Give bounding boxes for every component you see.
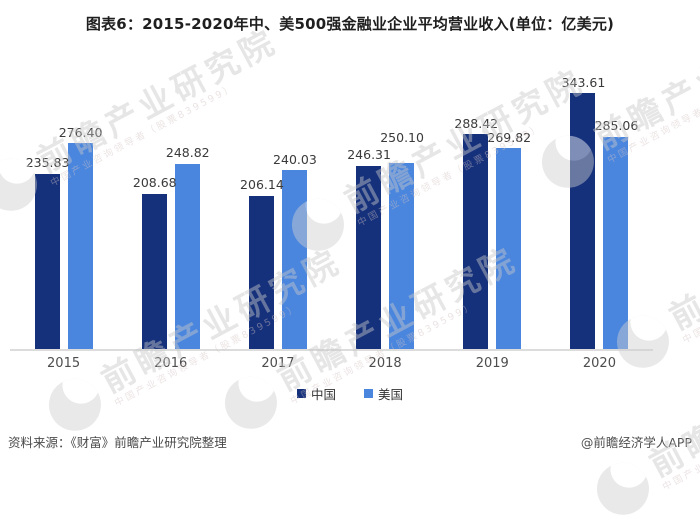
value-label-中国-2019: 288.42 — [454, 115, 499, 131]
legend-swatch-icon — [364, 389, 373, 398]
footer: 资料来源：《财富》前瞻产业研究院整理 @前瞻经济学人APP — [8, 432, 692, 451]
bar-group-2018: 246.31 250.10 — [332, 55, 439, 349]
watermark: 前瞻产业研究院 中国产业咨询领导者（股票839599） — [587, 324, 700, 524]
value-label-中国-2018: 246.31 — [347, 147, 391, 163]
x-tick-2015: 2015 — [47, 356, 81, 371]
value-label-中国-2016: 208.68 — [132, 175, 177, 191]
legend-label: 美国 — [378, 387, 404, 402]
legend-swatch-icon — [296, 389, 306, 398]
qianzhan-logo-icon — [587, 453, 659, 524]
x-tick-2017: 2017 — [261, 356, 295, 371]
value-label-美国-2015: 276.40 — [58, 124, 103, 140]
bar-group-2015: 235.83 276.40 — [10, 55, 117, 349]
bar-美国-2017 — [281, 170, 307, 349]
legend-label: 中国 — [310, 387, 336, 402]
bar-group-2017: 206.14 240.03 — [224, 55, 331, 349]
x-tick-2020: 2020 — [582, 356, 616, 371]
plot-groups: 235.83 276.40 208.68 248.82 206.14 240.03 246.… — [10, 55, 653, 351]
bar-美国-2019 — [496, 148, 522, 349]
chart-title: 图表6：2015-2020年中、美500强金融业企业平均营业收入(单位：亿美元) — [85, 15, 615, 33]
bar-美国-2020 — [603, 136, 629, 349]
bar-中国-2017 — [248, 195, 274, 349]
bar-美国-2018 — [389, 162, 415, 349]
credit-note: @前瞻经济学人APP — [580, 435, 692, 450]
legend-item-中国: 中国 — [296, 384, 336, 403]
bar-中国-2015 — [34, 173, 60, 349]
x-tick-2016: 2016 — [154, 356, 188, 371]
bar-美国-2015 — [67, 143, 93, 349]
value-label-中国-2017: 206.14 — [240, 177, 284, 193]
value-label-美国-2016: 248.82 — [165, 145, 210, 161]
bar-group-2019: 288.42 269.82 — [439, 55, 546, 349]
bar-中国-2020 — [570, 93, 596, 349]
bar-中国-2016 — [141, 193, 167, 349]
x-tick-2018: 2018 — [368, 356, 402, 371]
qianzhan-logo-icon — [39, 369, 111, 440]
watermark-subtext: 中国产业咨询领导者（股票839599） — [680, 238, 700, 346]
source-note: 资料来源：《财富》前瞻产业研究院整理 — [8, 435, 227, 450]
x-tick-2019: 2019 — [475, 356, 509, 371]
value-label-美国-2017: 240.03 — [273, 151, 317, 167]
x-axis: 2015 2016 2017 2018 2019 2020 — [10, 356, 653, 371]
watermark-subtext: 中国产业咨询领导者（股票839599） — [660, 385, 700, 493]
value-label-中国-2020: 343.61 — [561, 74, 606, 90]
legend-item-美国: 美国 — [364, 384, 403, 403]
value-label-中国-2015: 235.83 — [25, 155, 70, 170]
legend: 中国 美国 — [0, 384, 700, 403]
value-label-美国-2019: 269.82 — [487, 129, 532, 145]
bar-group-2016: 208.68 248.82 — [117, 55, 224, 349]
bar-中国-2018 — [356, 165, 382, 349]
bar-美国-2016 — [174, 163, 200, 349]
value-label-美国-2018: 250.10 — [380, 130, 424, 146]
watermark-text: 前瞻产业研究院 — [662, 177, 700, 337]
bar-中国-2019 — [463, 134, 489, 349]
bar-group-2020: 343.61 285.06 — [546, 55, 653, 349]
value-label-美国-2020: 285.06 — [594, 118, 639, 134]
